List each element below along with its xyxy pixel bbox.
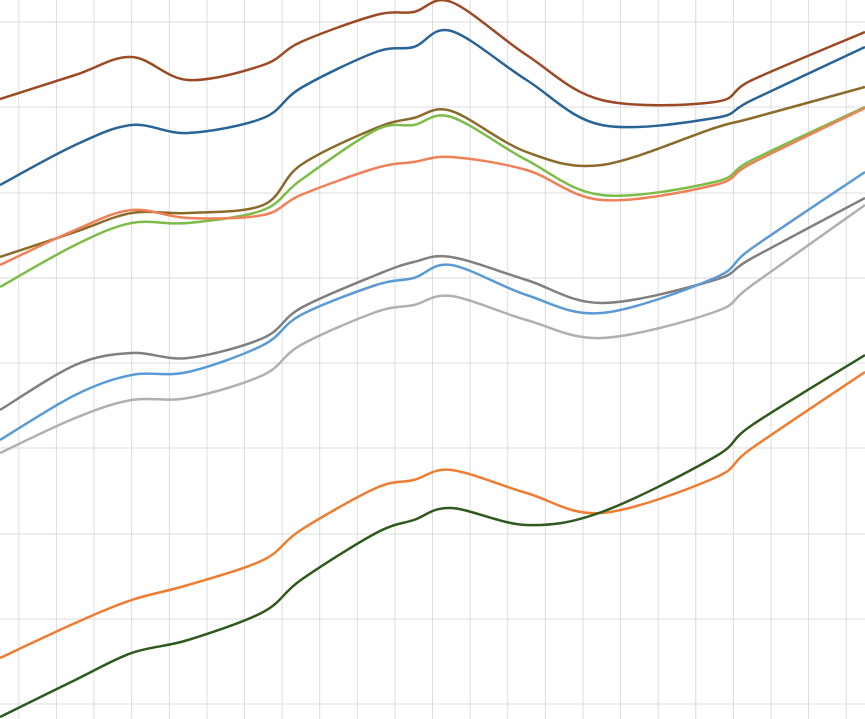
line-series <box>0 105 865 289</box>
line-series <box>0 85 865 259</box>
line-series <box>0 28 865 187</box>
line-series <box>0 203 865 455</box>
line-series <box>0 370 865 660</box>
line-series <box>0 196 865 412</box>
line-series <box>0 0 865 107</box>
line-series <box>0 106 865 267</box>
line-series <box>0 170 865 442</box>
line-series <box>0 353 865 719</box>
